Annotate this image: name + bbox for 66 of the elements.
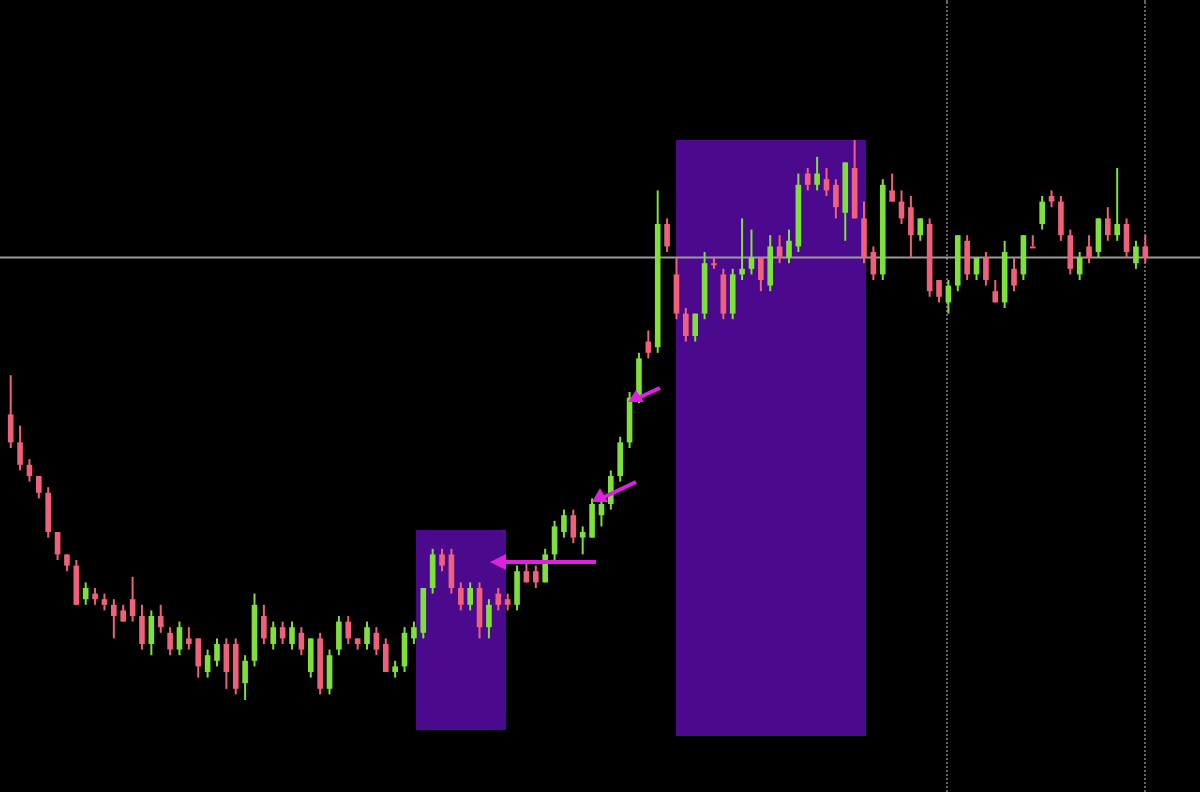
candlestick xyxy=(7,374,14,449)
candlestick xyxy=(467,581,473,612)
candlestick xyxy=(908,195,914,259)
candlestick xyxy=(82,581,89,606)
candlestick xyxy=(486,598,492,640)
candlestick xyxy=(1104,206,1111,242)
candlestick xyxy=(457,581,464,612)
candlestick xyxy=(17,424,23,472)
candlestick xyxy=(307,637,314,679)
candlestick xyxy=(861,200,867,265)
candlestick xyxy=(739,217,745,281)
candlestick xyxy=(1029,234,1036,249)
candlestick xyxy=(814,155,820,192)
candlestick xyxy=(983,251,989,287)
candlestick xyxy=(617,435,624,483)
candlestick xyxy=(232,637,239,696)
candlestick xyxy=(326,648,333,696)
candlestick xyxy=(1067,228,1074,276)
candlestick xyxy=(683,307,689,343)
candlestick xyxy=(532,564,539,589)
candlestick xyxy=(804,167,811,192)
candlestick xyxy=(157,603,164,634)
candlestick xyxy=(429,547,436,595)
candlestick xyxy=(664,217,670,253)
candlestick xyxy=(242,654,248,701)
candlestick xyxy=(729,267,736,321)
candlestick xyxy=(45,486,52,539)
candlestick xyxy=(167,626,173,657)
candlestick xyxy=(1133,239,1139,270)
candlestick xyxy=(36,475,42,500)
candlestick xyxy=(833,178,839,220)
candlestick xyxy=(1142,234,1149,265)
candlestick xyxy=(289,620,295,651)
candlestick xyxy=(692,312,699,343)
candlestick xyxy=(382,637,389,673)
candlestick xyxy=(1011,256,1017,293)
candlestick xyxy=(570,508,577,545)
candlestick xyxy=(439,547,445,573)
candlestick xyxy=(1086,234,1092,265)
candlestick xyxy=(448,547,455,595)
candlestick xyxy=(767,234,774,293)
candlestick xyxy=(636,351,642,405)
candlestick xyxy=(1095,217,1102,259)
candlestick xyxy=(1114,167,1120,242)
candlestick xyxy=(786,228,792,265)
candlestick xyxy=(776,234,783,265)
candlestick xyxy=(889,172,895,203)
candlestick xyxy=(364,620,370,651)
candlestick xyxy=(917,217,924,242)
candlestick xyxy=(720,267,727,321)
candlestick xyxy=(514,564,520,612)
candlestick xyxy=(1058,195,1064,242)
candlestick xyxy=(176,620,183,657)
candlestick xyxy=(1039,195,1045,231)
candlestick xyxy=(495,587,502,612)
candlestick xyxy=(261,603,267,645)
candlestick xyxy=(139,603,145,651)
candlestick xyxy=(345,615,352,645)
candlestick xyxy=(673,256,680,321)
candlestick xyxy=(758,256,764,293)
candlestick xyxy=(561,508,567,539)
candlestick xyxy=(270,620,277,651)
candlestick xyxy=(964,234,970,281)
candlestick xyxy=(214,637,220,668)
candlestick xyxy=(336,615,342,657)
candlestick xyxy=(936,279,942,304)
